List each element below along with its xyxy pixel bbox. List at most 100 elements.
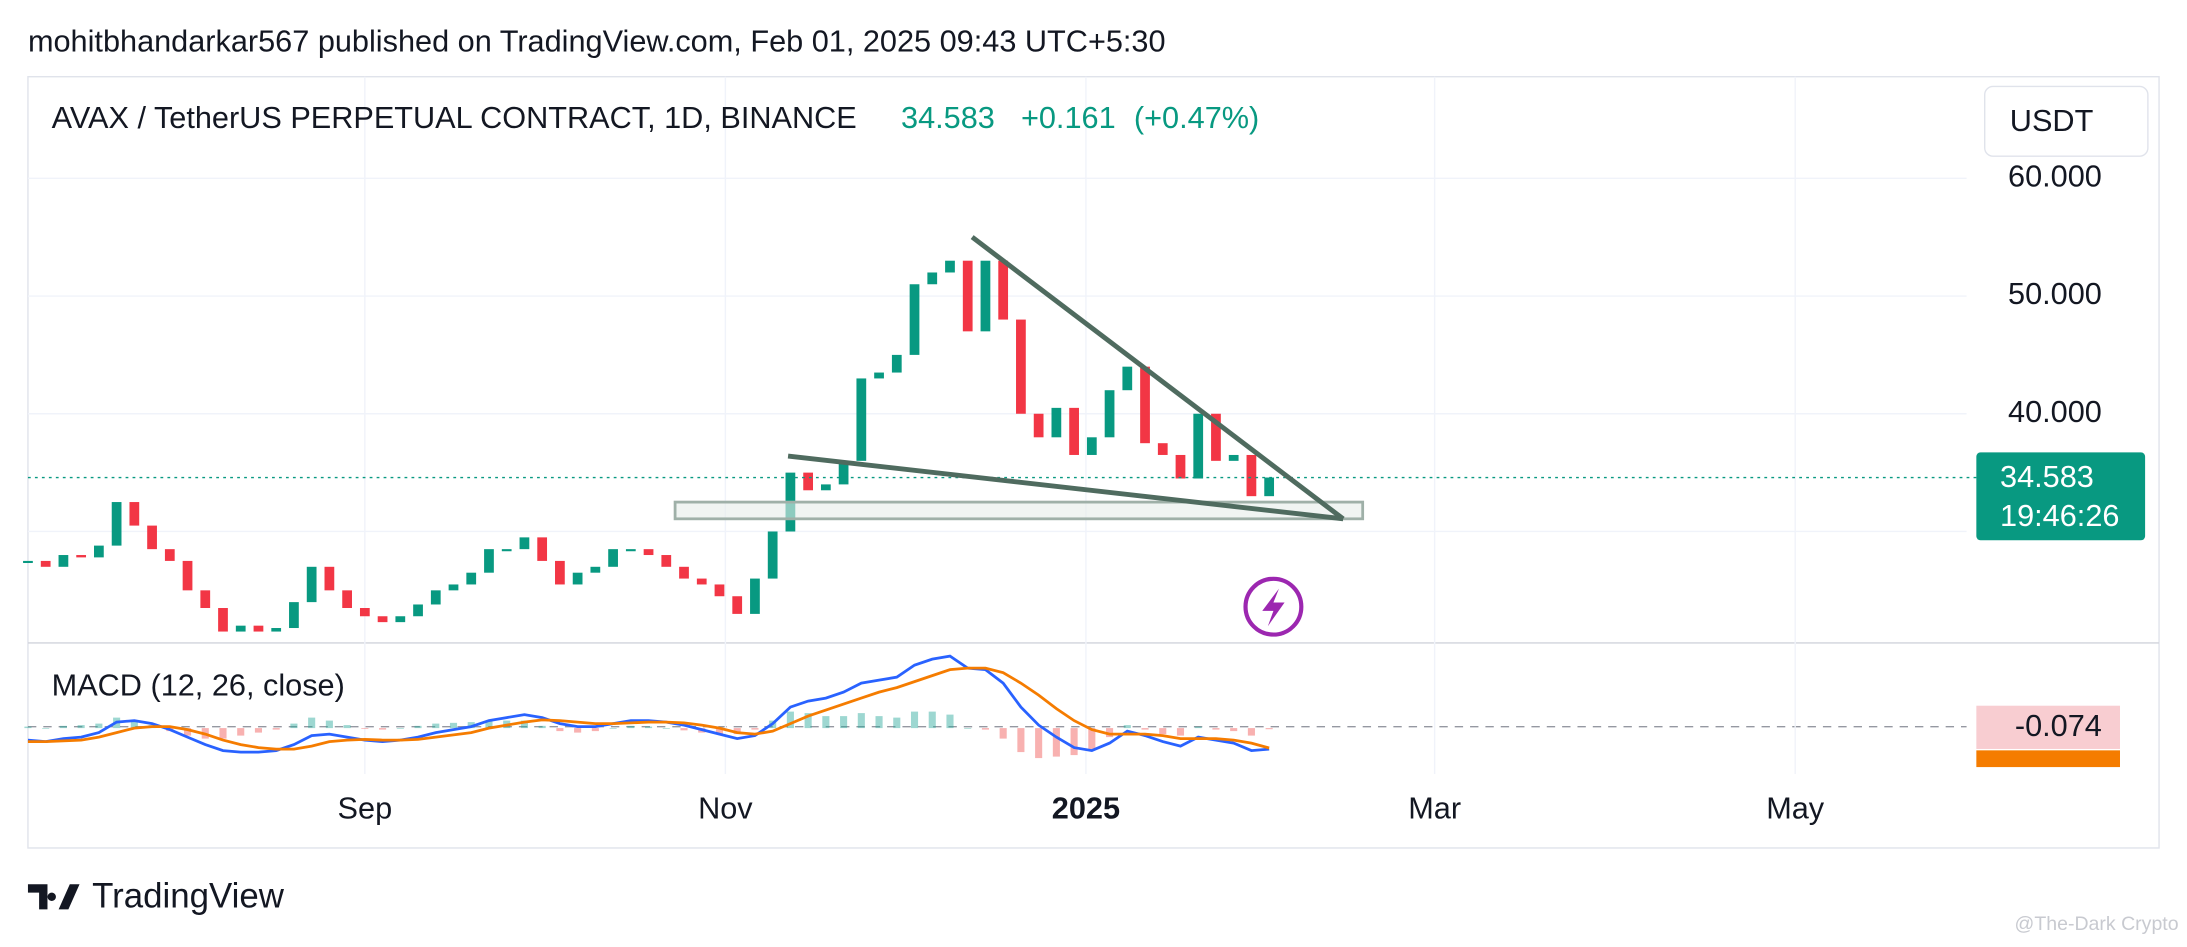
candle [945, 260, 955, 273]
currency-label[interactable]: USDT [2010, 103, 2094, 138]
candle [679, 566, 689, 579]
macd-histogram-bar [627, 725, 635, 729]
candle [1140, 366, 1150, 444]
candle [413, 604, 423, 617]
candle [608, 549, 618, 567]
symbol-title: AVAX / TetherUS PERPETUAL CONTRACT, 1D, … [52, 100, 857, 135]
macd-histogram-bar [219, 728, 227, 739]
price-badge-value: 34.583 [2000, 459, 2094, 494]
macd-histogram-bar [254, 728, 263, 733]
macd-histogram-bar [591, 728, 599, 732]
candle [874, 372, 884, 379]
grid-layer [27, 76, 1967, 775]
candle [271, 628, 282, 632]
macd-histogram-bar [1088, 728, 1096, 750]
candle [94, 545, 104, 558]
candle [1211, 413, 1221, 461]
candle [891, 354, 902, 373]
candle [182, 560, 193, 591]
candle [1086, 437, 1097, 455]
macd-histogram-bar [183, 728, 192, 736]
candle [377, 616, 388, 623]
candle [501, 549, 512, 552]
macd-histogram-bar [95, 723, 103, 729]
candle [111, 502, 122, 546]
header-change-percent: (+0.47%) [1134, 100, 1259, 135]
candle [129, 502, 140, 526]
macd-histogram-bar [325, 720, 333, 729]
macd-histogram-bar [662, 728, 670, 729]
macd-histogram-bar [1247, 728, 1255, 736]
histogram-badge-value: -0.074 [2015, 708, 2102, 743]
candle [767, 531, 778, 579]
macd-histogram-bar [946, 714, 954, 729]
macd-histogram-bar [538, 725, 546, 729]
candle [661, 555, 672, 567]
lightning-icon [1243, 576, 1304, 637]
macd-histogram-bar [361, 728, 369, 729]
macd-histogram-bar [645, 726, 653, 729]
macd-histogram-bar [822, 716, 830, 729]
macd-histogram-bar [379, 728, 387, 730]
macd-histogram-bar [1035, 728, 1043, 759]
macd-histogram-bar [733, 728, 741, 735]
y-tick-label: 50.000 [2008, 276, 2102, 311]
candle [820, 484, 831, 491]
candle [235, 625, 246, 632]
candle [714, 584, 725, 597]
wedge-lower-line [787, 453, 1344, 522]
wedge-upper-line [970, 235, 1345, 521]
brand-name: TradingView [92, 876, 285, 915]
macd-histogram-bar [751, 728, 759, 730]
currency-button[interactable] [1984, 85, 2149, 157]
macd-histogram-bar [1123, 725, 1131, 729]
candle [1264, 477, 1275, 497]
macd-histogram-bar [1070, 728, 1078, 756]
candle [466, 572, 477, 585]
candle [1193, 413, 1204, 479]
candle [1228, 454, 1239, 461]
macd-histogram-bar [910, 711, 919, 729]
candle [555, 560, 565, 585]
macd-histogram-bar [77, 725, 85, 729]
candle [200, 590, 211, 609]
macd-title: MACD (12, 26, close) [52, 668, 345, 703]
macd-histogram-bar [59, 725, 67, 729]
macd-histogram-bar [343, 725, 351, 729]
macd-histogram-bar [1265, 728, 1273, 730]
candle [1016, 319, 1026, 414]
header-change: +0.161 [1021, 100, 1116, 135]
candle [448, 584, 459, 591]
macd-histogram-bar [130, 720, 138, 729]
macd-histogram-bar [432, 723, 440, 729]
macd-line [27, 666, 1270, 751]
macd-histogram-bar [786, 711, 794, 729]
macd-histogram-bar [715, 728, 724, 735]
macd-histogram-bar [1176, 728, 1185, 736]
marks-layer [23, 260, 1977, 759]
candle [164, 549, 175, 561]
tradingview-logo: TradingView [27, 876, 285, 915]
macd-histogram-bar [609, 728, 617, 729]
macd-histogram-bar [857, 713, 865, 729]
x-tick-label: Sep [338, 790, 393, 825]
macd-histogram-bar [1159, 728, 1167, 735]
histogram-badge [1976, 705, 2120, 749]
candle [856, 378, 867, 461]
countdown: 19:46:26 [2000, 498, 2119, 533]
candle [1104, 390, 1115, 438]
candle [643, 549, 654, 556]
header-price: 34.583 [901, 100, 995, 135]
candle [909, 284, 920, 355]
published-line: mohitbhandarkar567 published on TradingV… [28, 23, 1166, 58]
candle [359, 608, 370, 617]
candle [1033, 413, 1044, 438]
macd-histogram-bar [396, 728, 404, 729]
logo-mark [27, 884, 80, 910]
candle [306, 566, 317, 603]
candle [289, 602, 299, 629]
macd-histogram-bar [840, 716, 848, 729]
macd-histogram-bar [1052, 728, 1060, 757]
